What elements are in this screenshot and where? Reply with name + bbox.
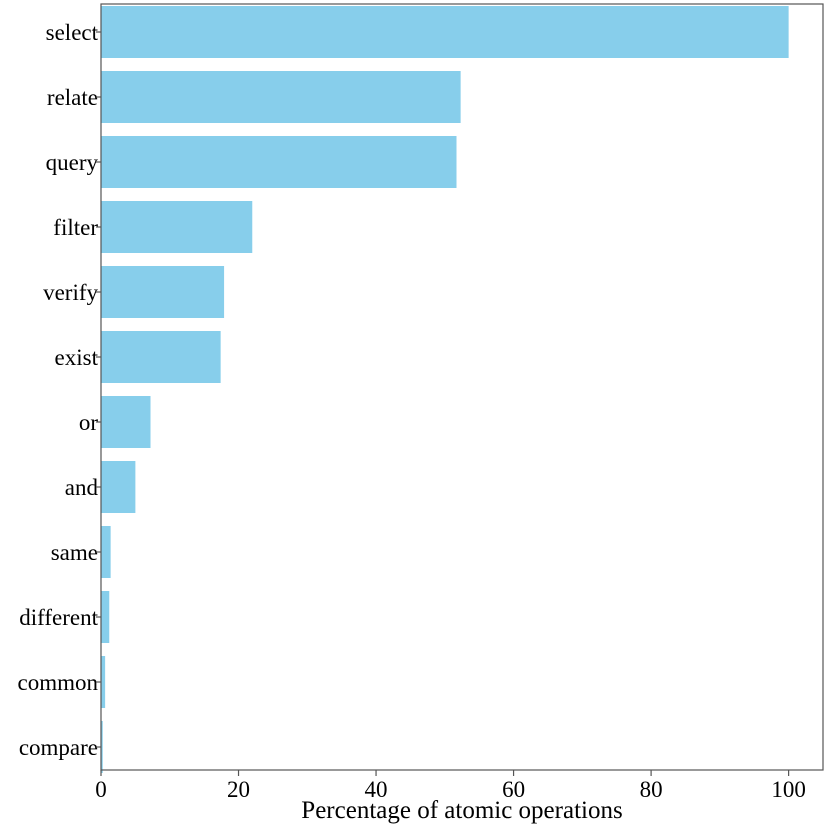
bar-query	[101, 136, 457, 188]
bar-same	[101, 526, 111, 578]
bar-select	[101, 6, 789, 58]
y-tick-label-compare: compare	[19, 735, 98, 760]
y-tick-label-filter: filter	[53, 215, 98, 240]
y-tick-label-and: and	[65, 475, 99, 500]
x-tick-label-0: 0	[95, 777, 107, 802]
x-axis-title: Percentage of atomic operations	[301, 797, 622, 824]
y-tick-label-common: common	[18, 670, 99, 695]
bar-common	[101, 656, 106, 708]
y-tick-label-query: query	[46, 150, 99, 175]
bars-group	[101, 6, 789, 773]
bar-and	[101, 461, 136, 513]
y-tick-label-or: or	[79, 410, 99, 435]
bar-exist	[101, 331, 221, 383]
bar-compare	[101, 721, 103, 773]
x-tick-label-80: 80	[640, 777, 663, 802]
bar-verify	[101, 266, 225, 318]
x-tick-label-100: 100	[771, 777, 806, 802]
bar-relate	[101, 71, 461, 123]
bar-filter	[101, 201, 253, 253]
x-ticks-group: 0 20 40 60 80 100	[95, 770, 806, 802]
y-tick-label-same: same	[51, 540, 98, 565]
category-ticks-group	[96, 31, 101, 748]
y-tick-label-exist: exist	[55, 345, 99, 370]
y-tick-label-different: different	[19, 605, 98, 630]
bar-or	[101, 396, 151, 448]
x-tick-label-40: 40	[365, 777, 388, 802]
x-tick-label-60: 60	[502, 777, 525, 802]
bar-different	[101, 591, 110, 643]
y-tick-label-select: select	[46, 20, 99, 45]
y-tick-label-verify: verify	[43, 280, 98, 305]
y-tick-label-relate: relate	[47, 85, 98, 110]
x-tick-label-20: 20	[227, 777, 250, 802]
plot-frame	[100, 3, 824, 771]
category-labels-group: select relate query filter verify exist or and s…	[18, 20, 99, 760]
